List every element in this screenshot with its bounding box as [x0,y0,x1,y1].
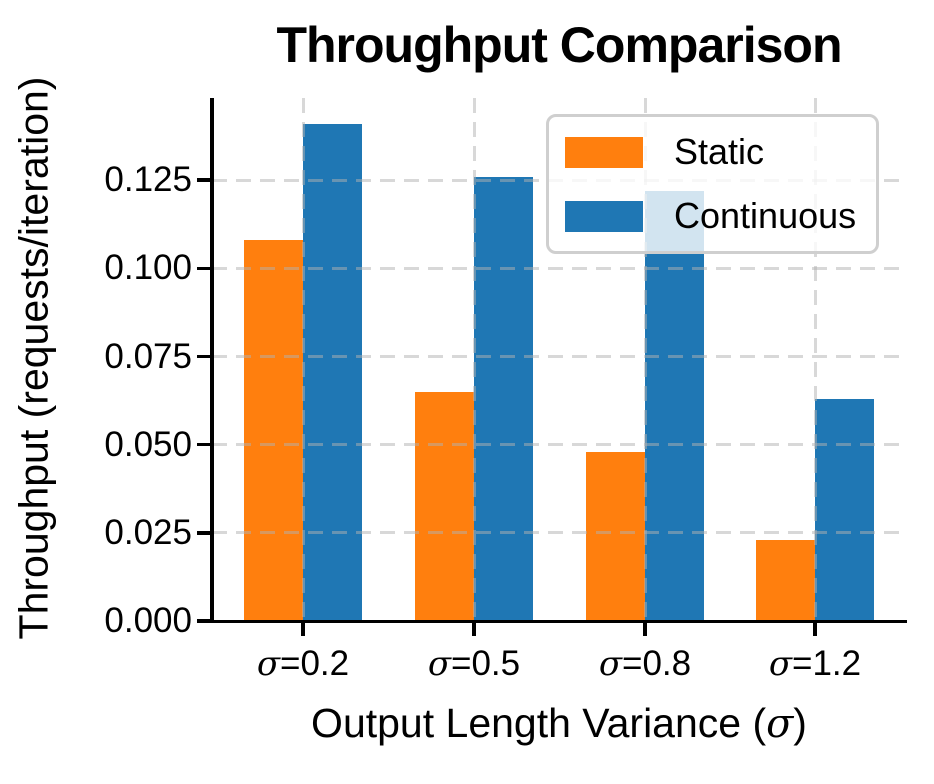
x-axis-spine [210,619,907,623]
x-tick-mark [813,623,817,636]
x-tick-mark [472,623,476,636]
bar-static-σ=0.5 [415,391,474,621]
y-tick-mark [197,442,210,447]
y-tick-label: 0.025 [104,512,192,552]
v-gridline [813,98,817,621]
bar-static-σ=0.8 [586,451,645,621]
y-tick-mark [197,354,210,359]
h-gridline [212,531,906,535]
legend: Static Continuous [546,114,880,254]
x-axis-label: Output Length Variance (σ) [311,700,807,747]
v-gridline [643,98,647,621]
y-tick-label: 0.100 [104,248,192,288]
y-tick-label: 0.125 [104,160,192,200]
h-gridline [212,443,906,447]
h-gridline [212,266,906,270]
chart-title: Throughput Comparison [276,17,842,73]
legend-swatch-static [565,136,643,168]
h-gridline [212,355,906,358]
legend-entry: Static [565,132,856,172]
v-gridline [472,98,476,621]
legend-swatch-continuous [565,200,643,232]
legend-label: Static [674,131,765,172]
y-tick-mark [197,531,210,535]
y-tick-mark [197,266,210,271]
x-tick-label: σ=0.2 [256,644,350,684]
legend-entry: Continuous [565,196,856,236]
y-tick-mark [197,619,210,623]
x-tick-mark [643,623,647,636]
y-tick-mark [197,178,210,182]
y-axis-spine [210,98,214,623]
y-tick-label: 0.000 [104,601,192,640]
x-tick-label: σ=0.8 [598,644,692,684]
bar-static-σ=0.2 [244,240,303,621]
bar-continuous-σ=0.8 [645,190,704,621]
bar-continuous-σ=0.5 [474,176,533,621]
bar-continuous-σ=0.2 [303,123,362,621]
y-tick-label: 0.050 [104,424,192,464]
x-tick-label: σ=1.2 [768,644,862,684]
y-tick-label: 0.075 [104,336,192,376]
plot-area [212,98,906,621]
x-tick-label: σ=0.5 [427,644,521,684]
v-gridline [301,98,305,621]
x-tick-mark [301,623,305,636]
bar-static-σ=1.2 [756,539,815,621]
legend-label: Continuous [674,195,857,236]
bar-continuous-σ=1.2 [815,398,874,621]
